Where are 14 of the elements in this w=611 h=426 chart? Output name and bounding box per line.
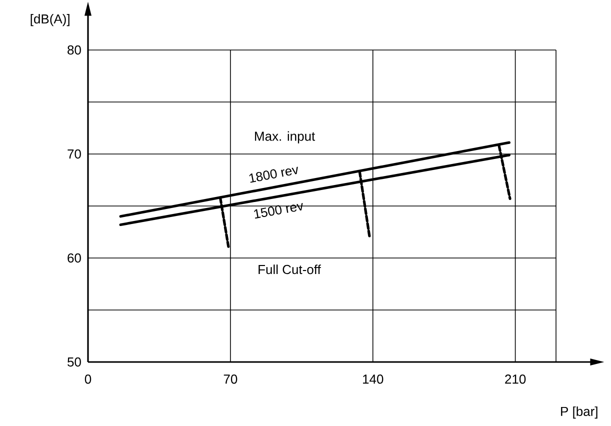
y-tick-label: 60 (68, 253, 81, 263)
text: 1500 rev (254, 203, 303, 219)
x-axis-title: P [bar] (561, 406, 598, 419)
annotation: Full Cut-off (258, 264, 321, 274)
x-tick-label: 0 (84, 374, 92, 384)
x-tick-label: 140 (363, 374, 384, 384)
text: 1800 rev (249, 166, 298, 183)
x-tick-label: 210 (505, 374, 526, 384)
y-tick-label: 70 (68, 149, 81, 159)
x-tick-label: 70 (224, 374, 238, 384)
y-tick-label: 80 (68, 45, 81, 55)
annotation: Max. input (255, 131, 316, 144)
y-axis-title: [dB(A)] (30, 14, 70, 26)
y-tick-label: 50 (68, 357, 81, 367)
